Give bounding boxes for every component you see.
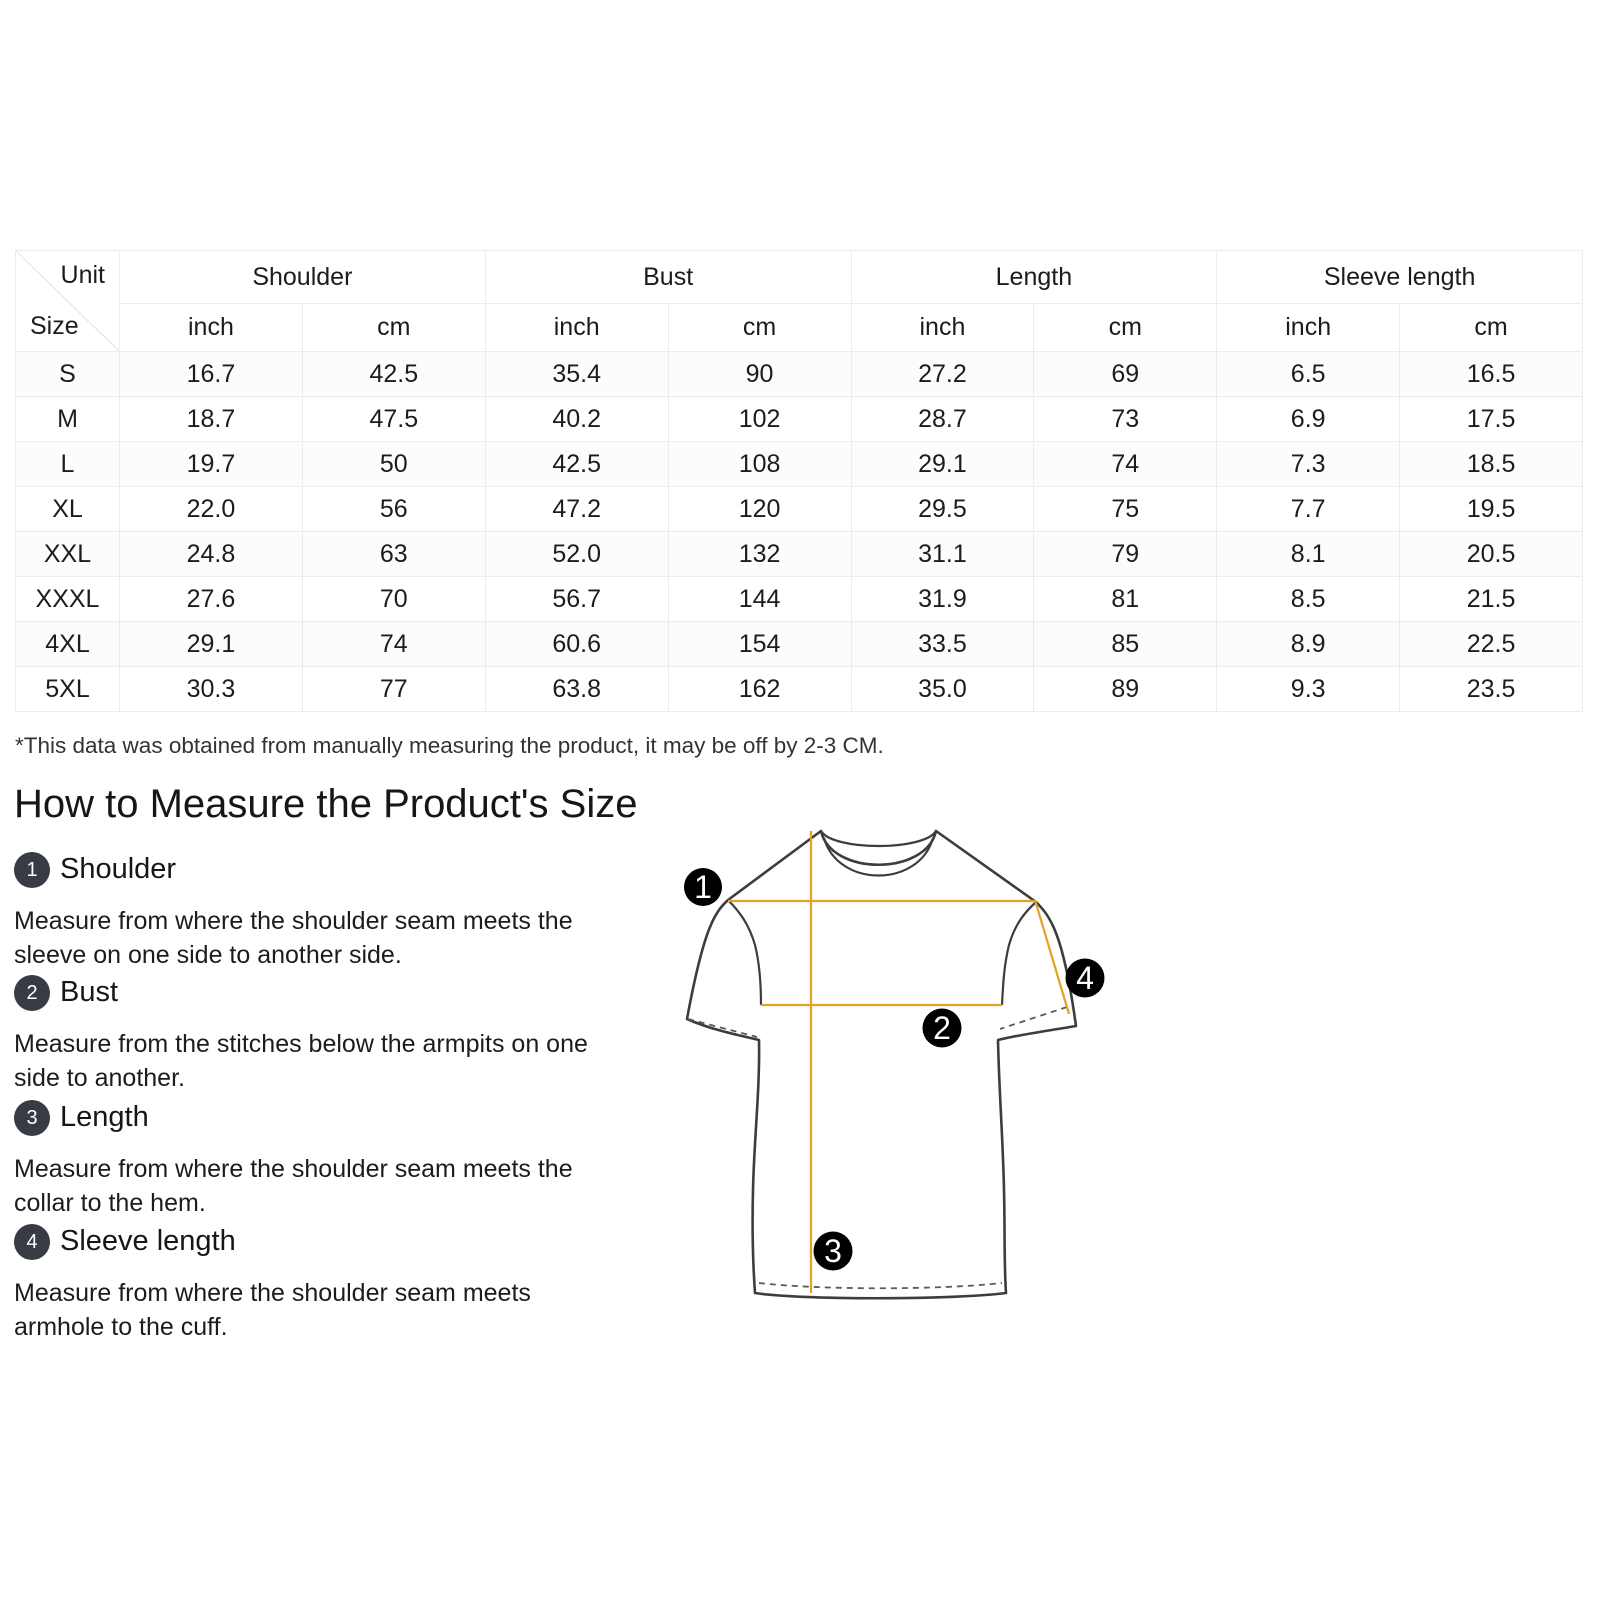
svg-text:1: 1 (694, 869, 712, 905)
svg-text:3: 3 (824, 1233, 842, 1269)
svg-text:2: 2 (933, 1010, 951, 1046)
svg-text:4: 4 (1076, 960, 1094, 996)
